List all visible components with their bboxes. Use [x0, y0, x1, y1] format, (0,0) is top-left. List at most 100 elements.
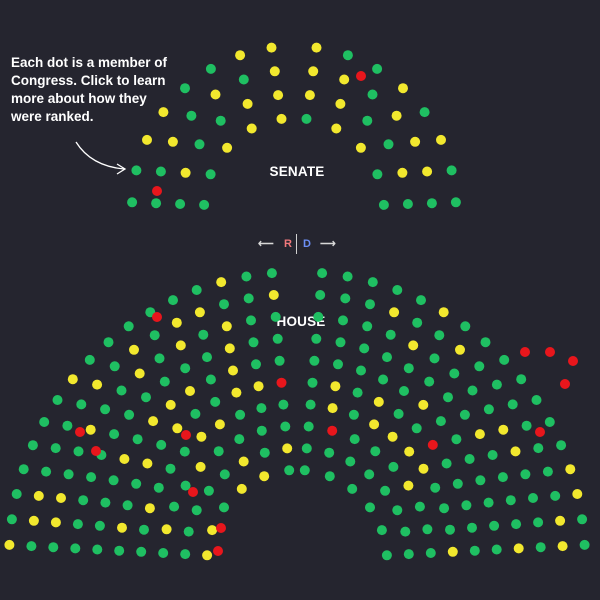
- member-dot[interactable]: [542, 466, 553, 477]
- member-dot[interactable]: [92, 544, 103, 555]
- member-dot[interactable]: [367, 277, 378, 288]
- member-dot[interactable]: [577, 514, 588, 525]
- member-dot[interactable]: [75, 427, 85, 437]
- member-dot[interactable]: [399, 386, 409, 396]
- member-dot[interactable]: [445, 524, 455, 535]
- member-dot[interactable]: [198, 329, 209, 340]
- member-dot[interactable]: [234, 434, 245, 445]
- member-dot[interactable]: [194, 307, 205, 318]
- member-dot[interactable]: [331, 123, 342, 134]
- member-dot[interactable]: [342, 271, 353, 282]
- member-dot[interactable]: [123, 321, 134, 332]
- member-dot[interactable]: [50, 443, 61, 454]
- member-dot[interactable]: [365, 502, 375, 513]
- member-dot[interactable]: [76, 399, 87, 410]
- member-dot[interactable]: [385, 329, 396, 340]
- member-dot[interactable]: [513, 543, 524, 554]
- member-dot[interactable]: [356, 365, 366, 376]
- member-dot[interactable]: [205, 63, 216, 74]
- member-dot[interactable]: [459, 409, 470, 420]
- member-dot[interactable]: [153, 482, 164, 493]
- member-dot[interactable]: [132, 434, 143, 445]
- member-dot[interactable]: [372, 169, 383, 180]
- member-dot[interactable]: [259, 447, 270, 458]
- member-dot[interactable]: [108, 475, 119, 486]
- member-dot[interactable]: [203, 485, 214, 496]
- member-dot[interactable]: [119, 454, 130, 464]
- member-dot[interactable]: [156, 439, 167, 450]
- member-dot[interactable]: [159, 376, 170, 387]
- member-dot[interactable]: [39, 417, 50, 427]
- member-dot[interactable]: [422, 166, 433, 177]
- member-dot[interactable]: [181, 430, 191, 440]
- member-dot[interactable]: [418, 399, 429, 410]
- member-dot[interactable]: [276, 113, 287, 124]
- member-dot[interactable]: [392, 505, 403, 516]
- member-dot[interactable]: [369, 419, 380, 430]
- member-dot[interactable]: [382, 352, 392, 363]
- member-dot[interactable]: [499, 354, 510, 365]
- member-dot[interactable]: [194, 139, 205, 150]
- member-dot[interactable]: [520, 469, 531, 480]
- member-dot[interactable]: [299, 465, 310, 476]
- member-dot[interactable]: [520, 347, 530, 357]
- member-dot[interactable]: [152, 312, 162, 322]
- member-dot[interactable]: [72, 519, 83, 530]
- member-dot[interactable]: [347, 483, 358, 494]
- member-dot[interactable]: [429, 353, 440, 364]
- member-dot[interactable]: [533, 443, 544, 454]
- member-dot[interactable]: [26, 541, 37, 552]
- member-dot[interactable]: [131, 165, 142, 176]
- member-dot[interactable]: [342, 50, 353, 61]
- member-dot[interactable]: [231, 387, 242, 398]
- member-dot[interactable]: [315, 290, 326, 300]
- member-dot[interactable]: [403, 480, 414, 491]
- member-dot[interactable]: [365, 299, 375, 310]
- member-dot[interactable]: [516, 374, 527, 385]
- member-dot[interactable]: [348, 409, 359, 420]
- member-dot[interactable]: [430, 482, 441, 493]
- member-dot[interactable]: [391, 110, 402, 121]
- member-dot[interactable]: [356, 71, 366, 81]
- member-dot[interactable]: [441, 458, 452, 469]
- member-dot[interactable]: [86, 472, 97, 483]
- member-dot[interactable]: [533, 517, 544, 528]
- member-dot[interactable]: [528, 493, 538, 503]
- member-dot[interactable]: [259, 471, 270, 482]
- member-dot[interactable]: [67, 374, 78, 385]
- member-dot[interactable]: [270, 311, 281, 322]
- member-dot[interactable]: [50, 517, 61, 528]
- member-dot[interactable]: [489, 520, 500, 531]
- member-dot[interactable]: [381, 550, 392, 561]
- member-dot[interactable]: [129, 344, 139, 355]
- member-dot[interactable]: [446, 165, 457, 176]
- member-dot[interactable]: [215, 115, 226, 126]
- member-dot[interactable]: [251, 359, 261, 370]
- member-dot[interactable]: [165, 399, 176, 410]
- member-dot[interactable]: [282, 443, 293, 454]
- member-dot[interactable]: [273, 90, 284, 101]
- member-dot[interactable]: [18, 464, 29, 475]
- member-dot[interactable]: [114, 545, 125, 556]
- member-dot[interactable]: [243, 293, 254, 304]
- member-dot[interactable]: [483, 404, 494, 415]
- member-dot[interactable]: [180, 167, 191, 178]
- member-dot[interactable]: [474, 361, 485, 372]
- member-dot[interactable]: [400, 526, 411, 537]
- member-dot[interactable]: [216, 277, 227, 288]
- member-dot[interactable]: [487, 450, 498, 460]
- member-dot[interactable]: [317, 268, 328, 279]
- member-dot[interactable]: [179, 446, 190, 457]
- member-dot[interactable]: [161, 524, 172, 535]
- member-dot[interactable]: [557, 541, 568, 552]
- member-dot[interactable]: [171, 317, 182, 328]
- member-dot[interactable]: [276, 377, 287, 388]
- member-dot[interactable]: [362, 321, 373, 332]
- member-dot[interactable]: [148, 416, 159, 427]
- member-dot[interactable]: [116, 385, 127, 396]
- member-dot[interactable]: [383, 139, 394, 150]
- member-dot[interactable]: [435, 416, 446, 427]
- member-dot[interactable]: [461, 500, 472, 511]
- member-dot[interactable]: [175, 199, 186, 209]
- member-dot[interactable]: [158, 548, 169, 558]
